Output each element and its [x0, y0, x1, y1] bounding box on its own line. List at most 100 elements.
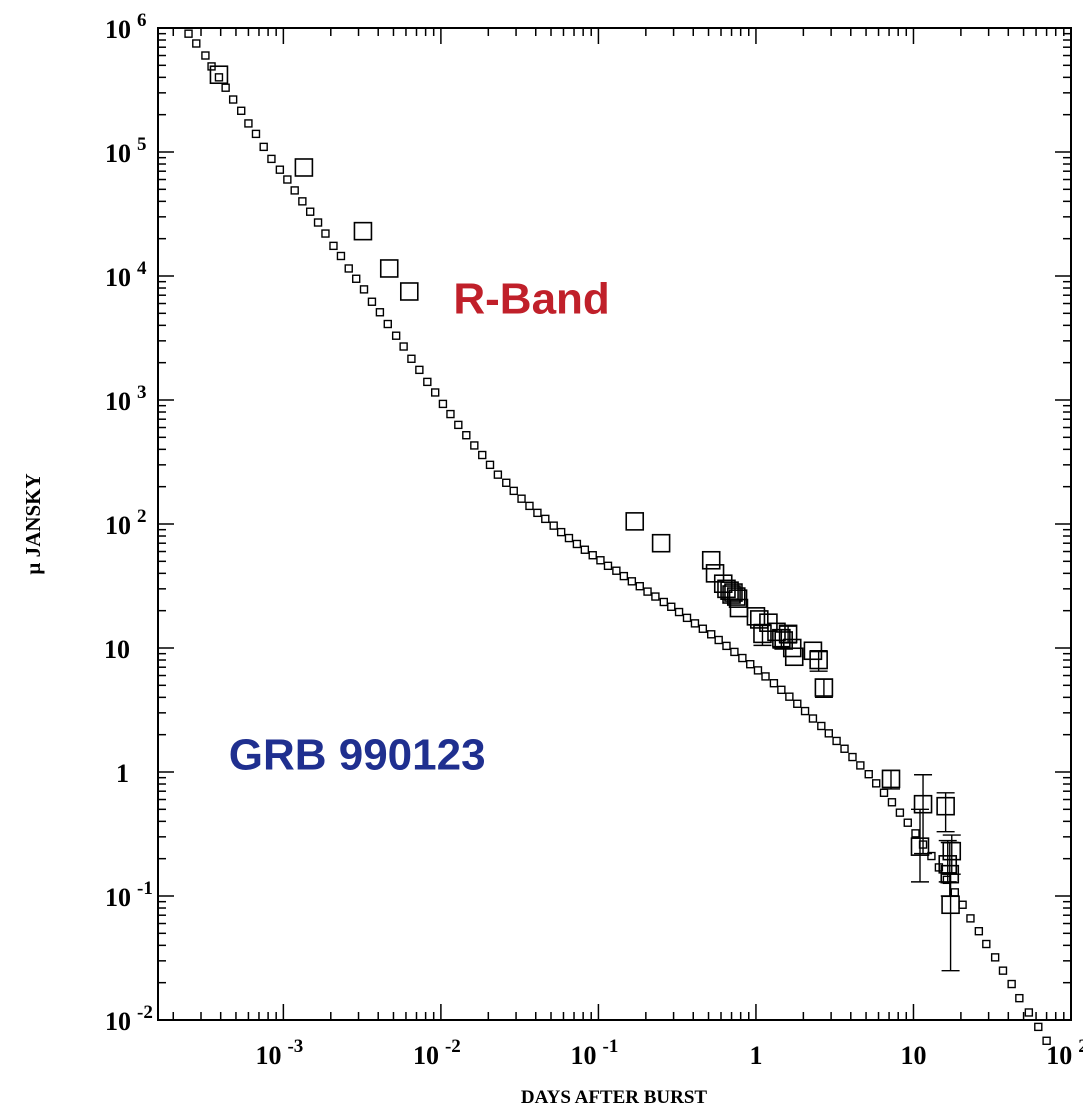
observed-point [728, 589, 748, 608]
model-point [612, 566, 621, 575]
y-tick-label: 1 [116, 759, 129, 788]
model-point [895, 808, 905, 817]
model-point [485, 460, 495, 470]
model-point [777, 685, 786, 695]
model-point [1024, 1008, 1034, 1017]
model-point [352, 274, 361, 283]
model-point [214, 73, 224, 82]
model-point [722, 641, 731, 651]
x-tick-label: 10 -2 [413, 1036, 461, 1070]
model-point [950, 888, 960, 897]
model-point [872, 779, 881, 788]
model-point [982, 939, 991, 949]
model-point [244, 119, 253, 128]
observed-point [722, 585, 741, 604]
model-point [336, 251, 346, 261]
model-point [313, 218, 323, 227]
model-point [321, 229, 330, 238]
x-tick-label: 10 -3 [255, 1036, 303, 1070]
model-point [1034, 1022, 1043, 1032]
model-point [237, 106, 246, 115]
model-point [541, 514, 550, 524]
model-point [502, 478, 511, 487]
model-point [824, 729, 833, 738]
observed-point [936, 796, 955, 816]
axis-ticks [158, 27, 1072, 1021]
model-point [627, 577, 637, 586]
x-axis-label: DAYS AFTER BURST [521, 1087, 708, 1108]
observed-point [814, 678, 834, 697]
model-point [707, 630, 716, 639]
model-point [848, 752, 857, 762]
model-point [761, 672, 770, 681]
model-point [383, 319, 392, 329]
model-point [667, 602, 676, 611]
y-tick-label: 10 5 [105, 134, 147, 168]
observed-point [784, 647, 804, 667]
model-point [974, 927, 984, 936]
model-point [998, 966, 1008, 975]
observed-point [753, 624, 772, 644]
model-point [674, 607, 684, 617]
x-tick-label: 10 [900, 1041, 926, 1070]
observed-point [701, 550, 721, 570]
observed-point [938, 855, 958, 874]
x-tick-label: 1 [749, 1041, 762, 1070]
model-point [454, 420, 463, 430]
model-point [1007, 979, 1016, 989]
model-point [462, 431, 471, 440]
observed-point [942, 841, 962, 861]
model-point [344, 264, 353, 273]
model-point [927, 851, 936, 861]
x-tick-label: 10 -1 [571, 1036, 619, 1070]
model-point [832, 736, 841, 746]
model-point [682, 613, 692, 623]
model-point [1042, 1036, 1051, 1045]
band-label: R-Band [453, 274, 609, 323]
model-point [228, 95, 238, 104]
model-point [305, 207, 315, 216]
model-point [399, 342, 408, 351]
observed-point [772, 628, 791, 648]
model-point [267, 154, 276, 164]
y-tick-label: 10 [104, 635, 130, 664]
model-point [714, 635, 723, 645]
model-point [509, 486, 518, 496]
y-tick-label: 10 2 [105, 506, 147, 540]
model-point [375, 308, 385, 317]
model-point [856, 761, 865, 770]
model-point [391, 331, 401, 340]
model-point [966, 914, 975, 923]
model-point [221, 83, 230, 92]
x-tick-label: 10 2 [1046, 1036, 1083, 1070]
model-point [572, 539, 582, 549]
model-point [887, 798, 897, 807]
model-point [359, 285, 369, 294]
model-point [738, 653, 747, 663]
model-point [430, 388, 440, 397]
observed-point [209, 65, 229, 85]
model-point [525, 501, 534, 511]
model-point [879, 788, 889, 797]
model-point [596, 556, 605, 565]
model-point [793, 699, 802, 708]
model-point [251, 129, 261, 139]
model-point [438, 399, 448, 409]
model-point [549, 521, 558, 530]
model-point [903, 818, 912, 827]
model-point [533, 508, 542, 518]
model-point [990, 953, 1000, 962]
model-point [730, 647, 739, 657]
observed-point [726, 587, 746, 606]
observed-point [379, 259, 399, 278]
observed-point [809, 650, 828, 670]
model-point [659, 597, 668, 607]
model-point [808, 714, 818, 723]
model-point [698, 624, 708, 633]
model-point [746, 660, 755, 669]
y-tick-label: 10 -2 [105, 1002, 153, 1036]
model-point [564, 533, 574, 543]
model-point [1015, 993, 1024, 1003]
model-point [367, 297, 377, 306]
